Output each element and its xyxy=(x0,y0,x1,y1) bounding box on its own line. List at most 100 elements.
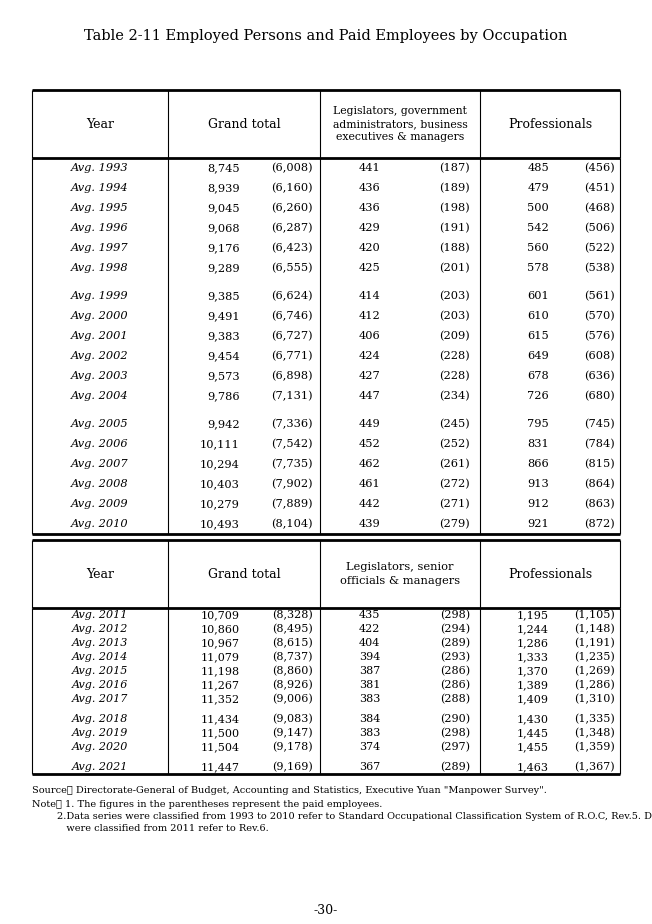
Text: (872): (872) xyxy=(584,519,615,529)
Text: 447: 447 xyxy=(358,391,380,401)
Text: 1,455: 1,455 xyxy=(517,742,549,752)
Text: (561): (561) xyxy=(584,291,615,301)
Text: 560: 560 xyxy=(527,243,549,253)
Text: 10,403: 10,403 xyxy=(200,479,240,489)
Text: (576): (576) xyxy=(584,331,615,341)
Text: 462: 462 xyxy=(358,459,380,469)
Text: Avg. 2015: Avg. 2015 xyxy=(72,666,128,676)
Text: Avg. 2005: Avg. 2005 xyxy=(71,419,129,429)
Text: (198): (198) xyxy=(439,203,470,213)
Text: 11,434: 11,434 xyxy=(201,714,240,724)
Text: Avg. 2010: Avg. 2010 xyxy=(71,519,129,529)
Text: 1,445: 1,445 xyxy=(517,728,549,738)
Text: 10,279: 10,279 xyxy=(200,499,240,509)
Text: 8,745: 8,745 xyxy=(207,163,240,173)
Text: (7,889): (7,889) xyxy=(271,499,313,509)
Text: (6,727): (6,727) xyxy=(271,331,313,341)
Text: Avg. 1999: Avg. 1999 xyxy=(71,291,129,301)
Text: (1,191): (1,191) xyxy=(574,638,615,648)
Text: 383: 383 xyxy=(359,728,380,738)
Text: 10,709: 10,709 xyxy=(201,610,240,620)
Text: 436: 436 xyxy=(358,203,380,213)
Text: (189): (189) xyxy=(439,183,470,193)
Text: (570): (570) xyxy=(584,310,615,322)
Text: 452: 452 xyxy=(358,439,380,449)
Text: (815): (815) xyxy=(584,459,615,469)
Text: 424: 424 xyxy=(358,351,380,361)
Text: 10,967: 10,967 xyxy=(201,638,240,648)
Text: (7,902): (7,902) xyxy=(271,479,313,489)
Text: (245): (245) xyxy=(439,419,470,429)
Text: Avg. 2002: Avg. 2002 xyxy=(71,351,129,361)
Text: 406: 406 xyxy=(358,331,380,341)
Text: 1,195: 1,195 xyxy=(517,610,549,620)
Text: (6,746): (6,746) xyxy=(271,310,313,322)
Text: 479: 479 xyxy=(527,183,549,193)
Text: Avg. 1994: Avg. 1994 xyxy=(71,183,129,193)
Text: 11,198: 11,198 xyxy=(201,666,240,676)
Text: 9,045: 9,045 xyxy=(207,203,240,213)
Text: 429: 429 xyxy=(358,223,380,233)
Text: (272): (272) xyxy=(439,479,470,489)
Text: (784): (784) xyxy=(584,439,615,449)
Text: (7,542): (7,542) xyxy=(271,439,313,449)
Text: 425: 425 xyxy=(358,263,380,273)
Text: (203): (203) xyxy=(439,291,470,301)
Text: (234): (234) xyxy=(439,391,470,401)
Text: (286): (286) xyxy=(440,680,470,690)
Text: 1,463: 1,463 xyxy=(517,762,549,772)
Text: 9,068: 9,068 xyxy=(207,223,240,233)
Text: 436: 436 xyxy=(358,183,380,193)
Text: 9,942: 9,942 xyxy=(207,419,240,429)
Text: Avg. 1996: Avg. 1996 xyxy=(71,223,129,233)
Text: Avg. 2019: Avg. 2019 xyxy=(72,728,128,738)
Text: (636): (636) xyxy=(584,371,615,382)
Text: (191): (191) xyxy=(439,223,470,233)
Text: Professionals: Professionals xyxy=(508,117,592,130)
Text: Avg. 2014: Avg. 2014 xyxy=(72,652,128,662)
Text: Avg. 2009: Avg. 2009 xyxy=(71,499,129,509)
Text: 383: 383 xyxy=(359,694,380,704)
Text: (298): (298) xyxy=(440,728,470,738)
Text: (290): (290) xyxy=(440,714,470,724)
Text: (188): (188) xyxy=(439,243,470,253)
Text: (9,083): (9,083) xyxy=(273,714,313,724)
Text: Grand total: Grand total xyxy=(208,117,280,130)
Text: 404: 404 xyxy=(359,638,380,648)
Text: (228): (228) xyxy=(439,351,470,361)
Text: (451): (451) xyxy=(584,183,615,193)
Text: (468): (468) xyxy=(584,203,615,213)
Text: 2.Data series were classified from 1993 to 2010 refer to Standard Occupational C: 2.Data series were classified from 1993 … xyxy=(32,812,652,821)
Text: 439: 439 xyxy=(358,519,380,529)
Text: (1,235): (1,235) xyxy=(574,651,615,663)
Text: 1,370: 1,370 xyxy=(517,666,549,676)
Text: 1,244: 1,244 xyxy=(517,624,549,634)
Text: 442: 442 xyxy=(358,499,380,509)
Text: Grand total: Grand total xyxy=(208,567,280,580)
Text: Avg. 1995: Avg. 1995 xyxy=(71,203,129,213)
Text: (7,131): (7,131) xyxy=(271,391,313,401)
Text: 726: 726 xyxy=(527,391,549,401)
Text: 913: 913 xyxy=(527,479,549,489)
Text: 367: 367 xyxy=(359,762,380,772)
Text: (8,495): (8,495) xyxy=(273,624,313,634)
Text: Avg. 1997: Avg. 1997 xyxy=(71,243,129,253)
Text: 394: 394 xyxy=(359,652,380,662)
Text: 11,447: 11,447 xyxy=(201,762,240,772)
Text: Avg. 1993: Avg. 1993 xyxy=(71,163,129,173)
Text: Avg. 1998: Avg. 1998 xyxy=(71,263,129,273)
Text: (289): (289) xyxy=(440,638,470,648)
Text: 414: 414 xyxy=(358,291,380,301)
Text: 649: 649 xyxy=(527,351,549,361)
Text: (9,006): (9,006) xyxy=(273,694,313,704)
Text: (1,286): (1,286) xyxy=(574,680,615,690)
Text: 578: 578 xyxy=(527,263,549,273)
Text: (7,735): (7,735) xyxy=(271,459,313,469)
Text: (864): (864) xyxy=(584,479,615,489)
Text: (279): (279) xyxy=(439,519,470,529)
Text: Legislators, government
administrators, business
executives & managers: Legislators, government administrators, … xyxy=(333,106,467,142)
Text: Avg. 2008: Avg. 2008 xyxy=(71,479,129,489)
Text: 9,176: 9,176 xyxy=(207,243,240,253)
Text: Year: Year xyxy=(86,117,114,130)
Text: 1,333: 1,333 xyxy=(517,652,549,662)
